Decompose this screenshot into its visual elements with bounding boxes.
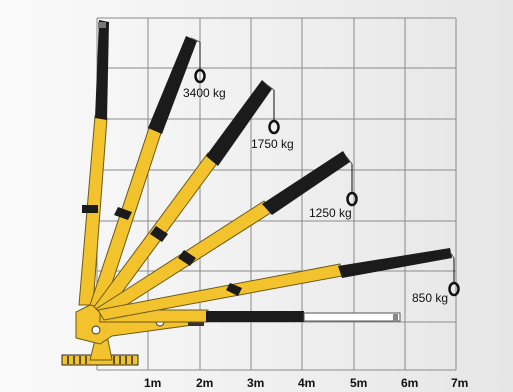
x-axis-label-7m: 7m bbox=[451, 376, 468, 390]
load-label-3400: 3400 kg bbox=[183, 86, 226, 100]
x-axis-label-3m: 3m bbox=[247, 376, 264, 390]
x-axis-label-5m: 5m bbox=[350, 376, 367, 390]
x-axis-label-6m: 6m bbox=[401, 376, 418, 390]
boom-850kg bbox=[97, 248, 460, 321]
x-axis-label-1m: 1m bbox=[144, 376, 161, 390]
x-axis-label-4m: 4m bbox=[298, 376, 315, 390]
hook-icon bbox=[346, 191, 358, 207]
load-label-850: 850 kg bbox=[412, 291, 448, 305]
hook-icon bbox=[448, 281, 460, 297]
boom-vertical bbox=[78, 20, 109, 306]
load-label-1750: 1750 kg bbox=[251, 137, 294, 151]
load-label-1250: 1250 kg bbox=[309, 206, 352, 220]
hook-icon bbox=[268, 119, 280, 135]
x-axis-label-2m: 2m bbox=[196, 376, 213, 390]
hook-icon bbox=[194, 68, 206, 84]
boom-3400kg bbox=[89, 36, 206, 309]
